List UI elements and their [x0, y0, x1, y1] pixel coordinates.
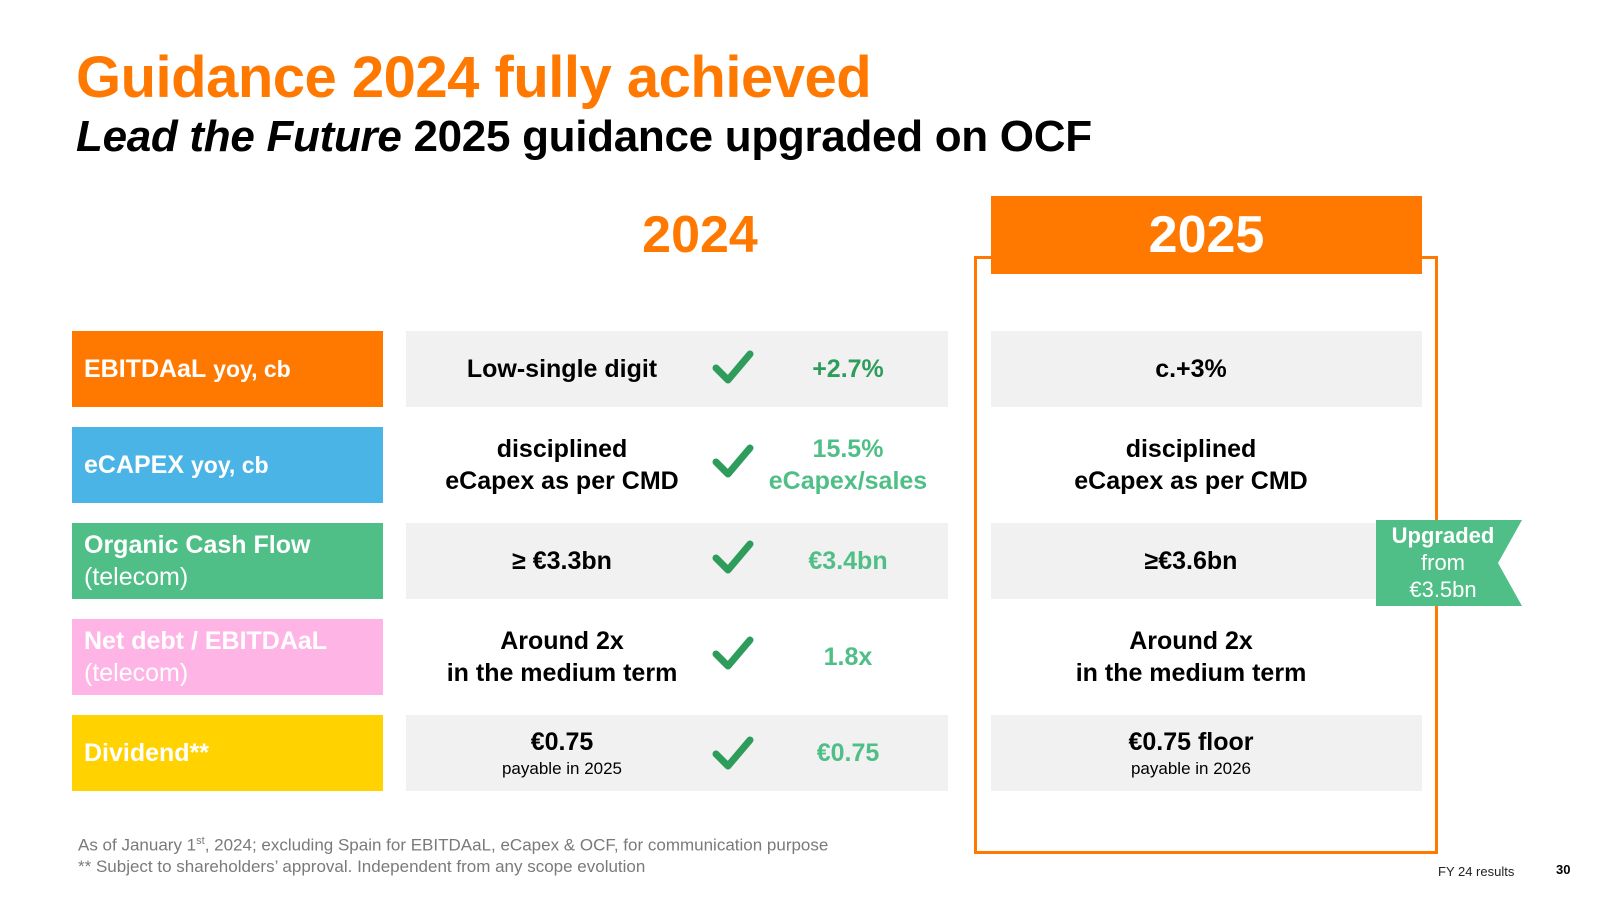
subtitle-italic: Lead the Future [76, 112, 402, 161]
ribbon-icon [1376, 520, 1522, 606]
checkmark-icon [712, 350, 754, 384]
row-2025-guidance: Around 2x in the medium term [991, 619, 1391, 695]
column-header-2025: 2025 [991, 196, 1422, 274]
target-line: ≥ €3.3bn [512, 547, 612, 575]
checkmark-icon [712, 540, 754, 574]
page-number: 30 [1556, 862, 1571, 877]
row-2025-cell [991, 715, 1422, 791]
row-label-suffix: yoy, cb [191, 452, 269, 478]
guidance-line: c.+3% [1155, 355, 1227, 383]
target-line: disciplined [496, 435, 628, 463]
row-label-text: eCAPEX [84, 451, 185, 479]
actual-line: 1.8x [823, 643, 873, 671]
footnote-1-post: , 2024; excluding Spain for EBITDAaL, eC… [204, 835, 829, 855]
row-2024-target: disciplined eCapex as per CMD [406, 427, 718, 503]
row-label-suffix: yoy, cb [213, 356, 291, 382]
subtitle-rest: 2025 guidance upgraded on OCF [413, 112, 1092, 161]
upgraded-value: €3.5bn [1409, 577, 1477, 602]
actual-line: +2.7% [812, 355, 884, 383]
footer-label: FY 24 results [1438, 864, 1515, 879]
row-2025-cell [991, 523, 1422, 599]
row-2024-target: €0.75 payable in 2025 [406, 715, 718, 791]
row-label-text: EBITDAaL [84, 355, 207, 383]
row-2024-actual: +2.7% [748, 331, 948, 407]
row-2024-actual: €3.4bn [748, 523, 948, 599]
row-2024-target: ≥ €3.3bn [406, 523, 718, 599]
page-title: Guidance 2024 fully achieved [76, 45, 872, 110]
footnote-1-sup: st [196, 835, 205, 847]
row-2025-guidance: disciplined eCapex as per CMD [991, 427, 1391, 503]
guidance-line: Around 2x [1129, 627, 1253, 655]
guidance-line: in the medium term [1075, 659, 1307, 687]
upgraded-badge-text: Upgraded from €3.5bn [1376, 522, 1510, 603]
upgraded-badge: Upgraded from €3.5bn [1376, 520, 1522, 606]
row-label-sub: (telecom) [84, 563, 189, 591]
row-2025-cell [991, 331, 1422, 407]
row-label-text: Organic Cash Flow [84, 531, 311, 559]
row-2025-guidance: c.+3% [991, 331, 1391, 407]
row-2025-guidance: ≥€3.6bn [991, 523, 1391, 599]
row-2025-guidance: €0.75 floor payable in 2026 [991, 715, 1391, 791]
target-line: Around 2x [500, 627, 624, 655]
upgraded-title: Upgraded [1391, 523, 1495, 548]
guidance-line: eCapex as per CMD [1074, 467, 1308, 495]
row-2024-cell [406, 331, 948, 407]
row-label-net-debt: Net debt / EBITDAaL (telecom) [72, 619, 383, 695]
actual-line: €3.4bn [808, 547, 888, 575]
page-subtitle: Lead the Future 2025 guidance upgraded o… [76, 112, 1092, 162]
guidance-note: payable in 2026 [1130, 759, 1252, 778]
row-label-ebitdaal: EBITDAaL yoy, cb [72, 331, 383, 407]
row-2024-target: Around 2x in the medium term [406, 619, 718, 695]
guidance-line: ≥€3.6bn [1144, 547, 1238, 575]
actual-line: €0.75 [816, 739, 880, 767]
row-label-dividend: Dividend** [72, 715, 383, 791]
footnote-1-pre: As of January 1 [78, 835, 197, 855]
row-label-text: Net debt / EBITDAaL [84, 627, 328, 655]
upgraded-from: from [1421, 550, 1465, 575]
row-2024-actual: 1.8x [748, 619, 948, 695]
checkmark-icon [712, 736, 754, 770]
row-2024-target: Low-single digit [406, 331, 718, 407]
checkmark-icon [712, 444, 754, 478]
row-label-text: Dividend** [84, 739, 210, 767]
row-2024-cell [406, 715, 948, 791]
checkmark-icon [712, 636, 754, 670]
row-label-ocf: Organic Cash Flow (telecom) [72, 523, 383, 599]
footnote-1: As of January 1st, 2024; excluding Spain… [78, 831, 828, 856]
guidance-line: €0.75 floor [1128, 728, 1254, 756]
row-2024-cell [406, 523, 948, 599]
actual-line: 15.5% [812, 435, 884, 463]
target-line: Low-single digit [466, 355, 658, 383]
target-note: payable in 2025 [501, 759, 623, 778]
actual-line: eCapex/sales [768, 467, 928, 495]
row-2024-actual: €0.75 [748, 715, 948, 791]
target-line: eCapex as per CMD [445, 467, 679, 495]
footnotes: As of January 1st, 2024; excluding Spain… [78, 831, 828, 877]
row-2024-actual: 15.5% eCapex/sales [748, 427, 948, 503]
column-header-2024: 2024 [642, 206, 758, 264]
guidance-line: disciplined [1125, 435, 1257, 463]
target-line: in the medium term [446, 659, 678, 687]
row-label-sub: (telecom) [84, 659, 189, 687]
target-line: €0.75 [530, 728, 594, 756]
footnote-2: ** Subject to shareholders’ approval. In… [78, 856, 646, 876]
row-label-ecapex: eCAPEX yoy, cb [72, 427, 383, 503]
